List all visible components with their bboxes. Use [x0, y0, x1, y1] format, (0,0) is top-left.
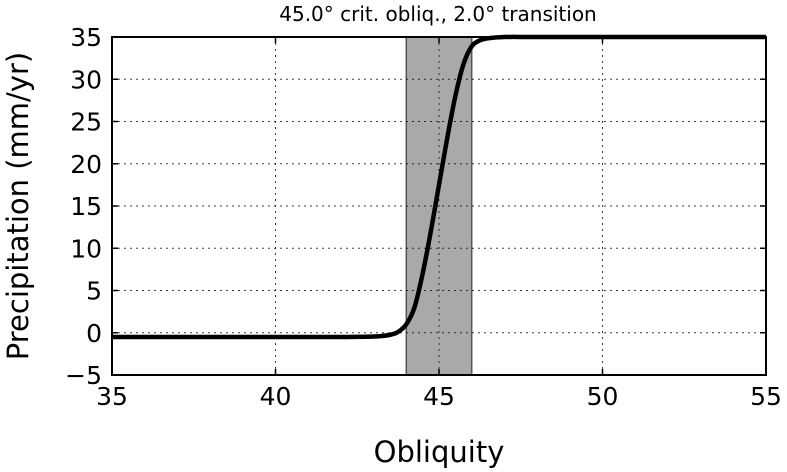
x-tick-label: 55 [750, 382, 782, 411]
x-axis-label: Obliquity [374, 435, 505, 469]
y-axis-label: Precipitation (mm/yr) [1, 52, 35, 360]
y-tick-label: 30 [70, 65, 102, 94]
y-tick-label: 25 [70, 108, 102, 137]
grid-layer [112, 37, 766, 375]
x-tick-label: 50 [587, 382, 619, 411]
y-tick-label: 10 [70, 234, 102, 263]
y-tick-label: 0 [86, 319, 102, 348]
y-tick-label: 35 [70, 23, 102, 52]
y-tick-label: 15 [70, 192, 102, 221]
x-tick-label: 40 [260, 382, 292, 411]
chart-title: 45.0° crit. obliq., 2.0° transition [279, 2, 596, 26]
y-tick-label: 5 [86, 277, 102, 306]
tick-layer: 35 40 45 50 55 −5 0 5 10 15 20 25 30 35 [65, 23, 782, 411]
x-tick-label: 45 [423, 382, 455, 411]
y-tick-label: −5 [65, 361, 102, 390]
y-tick-label: 20 [70, 150, 102, 179]
x-tick-label: 35 [96, 382, 128, 411]
